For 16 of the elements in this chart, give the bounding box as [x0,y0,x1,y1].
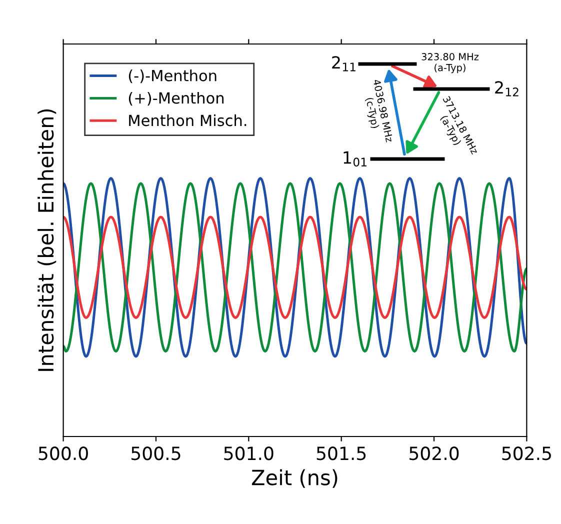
x-axis-title: Zeit (ns) [252,469,338,488]
text: 2$_{11}$ [332,56,356,72]
legend-label: (+)-Menthon [128,92,224,106]
text: 323.80 MHz (a-Typ) [422,53,479,74]
x-tick-label: 502.0 [410,446,459,460]
text: 4036.98 MHz (c-Typ) [364,79,394,142]
legend-label: (-)-Menthon [128,70,216,84]
x-tick-label: 501.0 [224,446,274,460]
x-tick-label: 502.5 [502,446,551,460]
legend-label: Menthon Misch. [129,114,246,126]
text: 2$_{12}$ [495,81,518,96]
text: 1$_{01}$ [344,151,366,166]
x-tick-label: 500.5 [132,446,180,460]
x-tick-label: 500.0 [38,446,88,460]
x-tick-label: 501.5 [316,446,366,460]
y-axis-title: Intensität (bel. Einheiten) [38,109,56,371]
